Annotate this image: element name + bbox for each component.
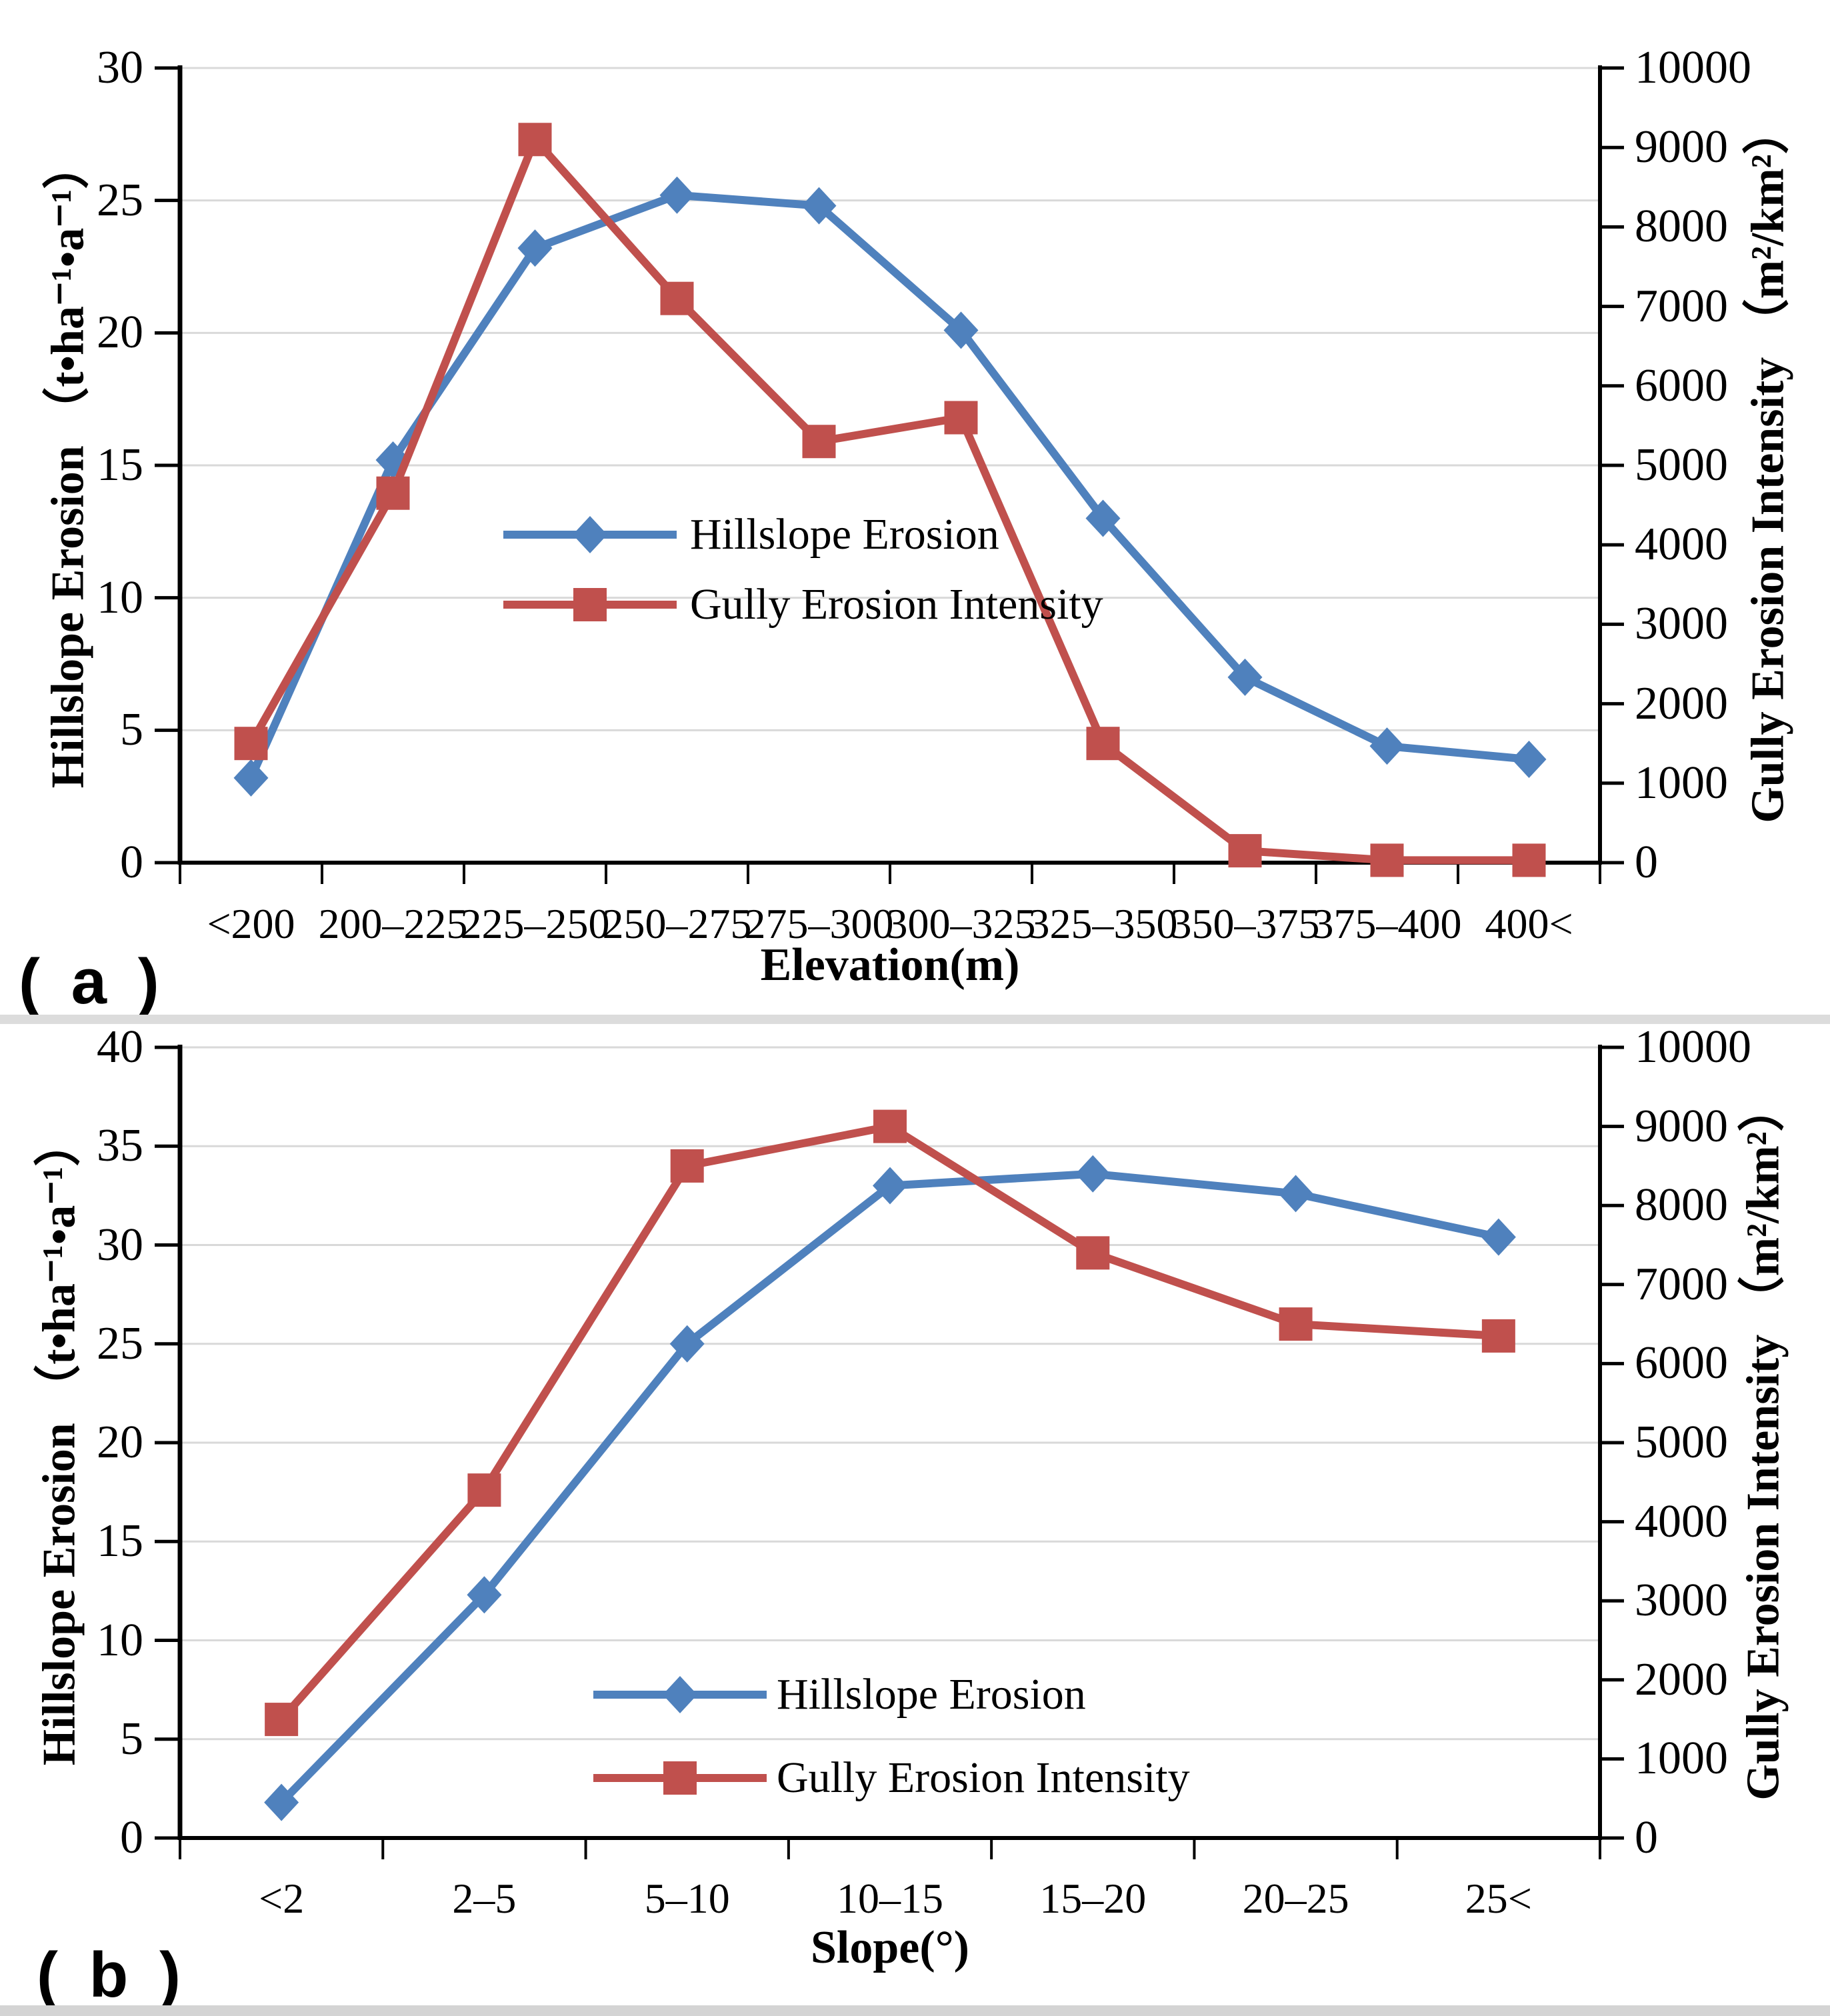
panel-b-right-tick-label: 7000 (1635, 1258, 1728, 1310)
panel-a-right-tick-label: 1000 (1635, 757, 1728, 809)
panel-b-x-axis-title: Slope(°) (811, 1922, 969, 1973)
panel-a-left-tick-label: 20 (97, 307, 143, 359)
panel-b-left-tick-label: 20 (97, 1417, 143, 1468)
panel-a-category-label: 300–325 (886, 900, 1036, 947)
panel-b-right-tick-label: 2000 (1635, 1653, 1728, 1705)
panel-a-category-label: 250–275 (602, 900, 752, 947)
panel-b-category-label: 25< (1465, 1875, 1532, 1922)
panel-b-left-tick-label: 10 (97, 1614, 143, 1666)
panel-b-category-label: <2 (259, 1875, 305, 1922)
panel-a-category-label: <200 (207, 900, 295, 947)
panel-a-left-tick-label: 5 (120, 704, 143, 756)
panel-b-category-label: 5–10 (644, 1875, 730, 1922)
panel-a-category-label: 375–400 (1312, 900, 1462, 947)
bottom-strip (0, 2005, 1830, 2016)
panel-b-legend-label-hillslope: Hillslope Erosion (777, 1670, 1086, 1719)
panel-b-category-label: 15–20 (1039, 1875, 1147, 1922)
panel-b-left-axis-title: Hillslope Erosion （t•ha⁻¹•a⁻¹） (33, 1119, 85, 1766)
panel-b-right-tick-label: 1000 (1635, 1733, 1728, 1785)
panel-a-x-axis-title: Elevation(m) (760, 939, 1020, 991)
panel-a-left-tick-label: 30 (97, 42, 143, 93)
panel-a-category-label: 225–250 (460, 900, 610, 947)
panel-b-category-label: 10–15 (837, 1875, 943, 1922)
panel-a-left-axis-title: Hillslope Erosion （t•ha⁻¹•a⁻¹） (42, 142, 94, 789)
panel-b-left-tick-label: 35 (97, 1120, 143, 1172)
panel-a-legend-label-gully: Gully Erosion Intensity (690, 580, 1103, 629)
panel-b-right-tick-label: 5000 (1635, 1417, 1728, 1468)
panel-divider (0, 1015, 1830, 1024)
panel-b-right-tick-label: 9000 (1635, 1100, 1728, 1152)
panel-a-right-tick-label: 6000 (1635, 359, 1728, 411)
panel-a-right-tick-label: 0 (1635, 837, 1658, 888)
panel-b-left-tick-label: 40 (97, 1021, 143, 1073)
panel-a-category-label: 200–225 (318, 900, 468, 947)
panel-b-right-tick-label: 8000 (1635, 1179, 1728, 1231)
panel-b-right-tick-label: 10000 (1635, 1021, 1751, 1073)
panel-b-left-tick-label: 15 (97, 1515, 143, 1567)
panel-a-category-label: 350–375 (1170, 900, 1320, 947)
panel-a-category-label: 325–350 (1028, 900, 1178, 947)
panel-a-right-tick-label: 4000 (1635, 519, 1728, 571)
panel-b-right-tick-label: 0 (1635, 1812, 1658, 1863)
panel-a-legend-label-hillslope: Hillslope Erosion (690, 510, 999, 559)
panel-b-right-axis-title: Gully Erosion Intensity （m²/km²） (1737, 1085, 1789, 1801)
panel-b-right-tick-label: 6000 (1635, 1337, 1728, 1389)
panel-a-category-label: 275–300 (744, 900, 894, 947)
panel-a-label: ( a ) (19, 946, 166, 1017)
panel-b-legend-label-gully: Gully Erosion Intensity (777, 1753, 1190, 1802)
panel-b-label: ( b ) (37, 1939, 187, 2011)
panel-b-right-tick-label: 4000 (1635, 1495, 1728, 1547)
panel-a-left-tick-label: 0 (120, 837, 143, 888)
panel-b-left-tick-label: 25 (97, 1317, 143, 1369)
panel-a-left-tick-label: 15 (97, 439, 143, 491)
panel-a-category-label: 400< (1485, 900, 1573, 947)
panel-a-right-tick-label: 7000 (1635, 280, 1728, 332)
panel-b-left-tick-label: 5 (120, 1713, 143, 1765)
panel-a-right-tick-label: 3000 (1635, 598, 1728, 650)
panel-a-left-tick-label: 25 (97, 174, 143, 226)
panel-b-category-label: 2–5 (452, 1875, 517, 1922)
panel-b-left-tick-label: 30 (97, 1219, 143, 1271)
panel-a-right-tick-label: 2000 (1635, 677, 1728, 729)
panel-b-right-tick-label: 3000 (1635, 1575, 1728, 1627)
panel-a-left-tick-label: 10 (97, 571, 143, 623)
panel-a-right-tick-label: 10000 (1635, 42, 1751, 93)
panel-a-right-tick-label: 8000 (1635, 201, 1728, 253)
panel-a-right-tick-label: 5000 (1635, 439, 1728, 491)
panel-b-category-label: 20–25 (1242, 1875, 1349, 1922)
panel-a-right-axis-title: Gully Erosion Intensity （m²/km²） (1742, 107, 1794, 823)
panel-b-left-tick-label: 0 (120, 1812, 143, 1863)
panel-a-right-tick-label: 9000 (1635, 121, 1728, 173)
